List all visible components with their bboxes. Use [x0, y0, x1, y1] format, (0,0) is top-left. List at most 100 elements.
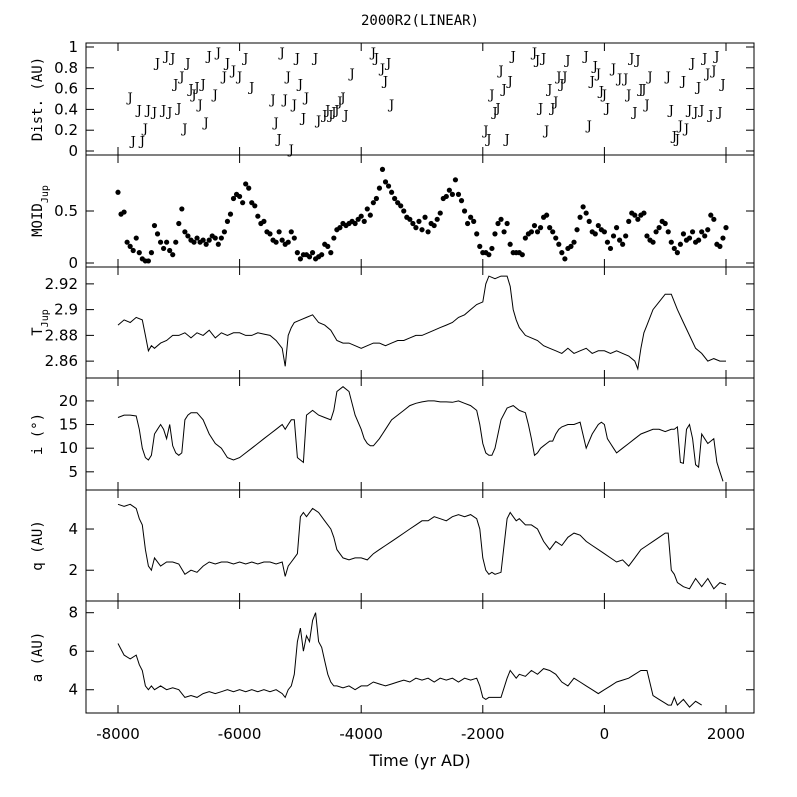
data-point-dist: J	[332, 103, 339, 118]
data-point-dist: J	[387, 98, 394, 113]
ytick-label-dist: 0.4	[54, 100, 78, 118]
ytick-label-moid: 0.5	[54, 202, 78, 220]
series-line-a	[117, 612, 702, 708]
data-point-dist: J	[220, 70, 227, 85]
data-point-moid	[689, 229, 696, 235]
ytick-label-dist: 1	[68, 38, 78, 56]
data-point-moid	[243, 181, 249, 187]
data-point-dist: J	[162, 49, 169, 64]
data-point-moid	[367, 212, 373, 218]
data-point-dist: J	[481, 124, 488, 139]
xtick-label: -2000	[461, 725, 505, 743]
data-point-moid	[617, 237, 623, 243]
data-point-moid	[161, 245, 167, 252]
data-point-dist: J	[235, 70, 242, 85]
data-point-dist: J	[247, 81, 254, 96]
data-point-dist: J	[673, 133, 680, 148]
panel-q: 2 4 q (AU)	[30, 489, 755, 602]
data-point-dist: J	[347, 67, 354, 82]
data-point-dist: J	[533, 53, 540, 68]
data-point-moid	[200, 237, 206, 243]
data-point-moid	[401, 208, 407, 214]
panel-frame-a	[85, 600, 755, 714]
data-point-dist: J	[490, 105, 497, 120]
data-point-moid	[610, 233, 617, 239]
xtick-label: -8000	[96, 725, 140, 743]
data-point-dist: J	[211, 88, 218, 103]
data-point-moid	[556, 241, 562, 247]
panel-frame-tjup	[85, 266, 755, 379]
data-point-dist: J	[314, 114, 321, 129]
data-point-moid	[635, 216, 641, 222]
data-point-moid	[431, 222, 437, 229]
data-point-moid	[720, 235, 726, 241]
data-point-moid	[507, 241, 513, 247]
data-point-dist: J	[509, 49, 516, 64]
data-point-dist: J	[338, 91, 345, 106]
data-point-dist: J	[205, 49, 212, 64]
data-point-moid	[468, 214, 474, 220]
data-point-moid	[319, 252, 325, 258]
data-point-moid	[492, 231, 498, 237]
data-point-dist: J	[323, 103, 330, 118]
data-point-dist: J	[563, 53, 570, 68]
data-point-dist: J	[700, 51, 707, 66]
data-point-dist: J	[144, 103, 151, 118]
data-point-moid	[173, 239, 179, 245]
data-point-dist: J	[551, 95, 558, 110]
y-axis-label-q: q (AU)	[30, 520, 46, 571]
data-point-dist: J	[539, 51, 546, 66]
data-point-moid	[674, 250, 680, 256]
data-point-dist: J	[706, 109, 713, 124]
data-point-dist: J	[180, 122, 187, 137]
panel-frame-q	[85, 489, 755, 602]
data-point-dist: J	[530, 46, 537, 61]
data-point-dist: J	[591, 60, 598, 75]
data-point-dist: J	[639, 83, 646, 98]
data-point-dist: J	[682, 122, 689, 137]
data-point-moid	[288, 229, 294, 235]
data-point-moid	[221, 229, 227, 235]
data-point-moid	[562, 256, 568, 262]
data-point-moid	[595, 222, 601, 229]
y-axis-label-dist: Dist. (AU)	[30, 57, 46, 141]
data-point-dist: J	[582, 49, 589, 64]
data-point-dist: J	[588, 74, 595, 89]
y-axis-label-moid: MOIDJup	[30, 185, 51, 237]
ytick-label-moid: 0	[68, 254, 78, 272]
data-point-moid	[227, 211, 234, 217]
data-point-dist: J	[484, 133, 491, 148]
data-point-moid	[501, 229, 507, 235]
data-point-moid	[224, 218, 231, 224]
data-point-moid	[680, 231, 687, 237]
data-point-dist: J	[159, 103, 166, 118]
data-point-dist: J	[165, 105, 172, 120]
data-point-moid	[632, 212, 638, 218]
data-point-dist: J	[223, 57, 230, 72]
data-point-moid	[425, 229, 431, 235]
data-point-dist: J	[320, 109, 327, 124]
data-point-moid	[571, 239, 577, 245]
ytick-label-inc: 15	[59, 416, 78, 434]
data-point-moid	[550, 229, 556, 235]
data-point-moid	[547, 225, 553, 231]
data-point-moid	[267, 231, 273, 237]
data-point-dist: J	[670, 129, 677, 144]
data-point-dist: J	[202, 116, 209, 131]
data-point-dist: J	[676, 119, 683, 134]
data-point-moid	[446, 187, 452, 193]
data-point-moid	[230, 195, 237, 202]
panel-a: 4 6 8 a (AU)	[30, 600, 755, 714]
data-point-dist: J	[691, 105, 698, 120]
data-point-moid	[373, 195, 379, 202]
data-point-dist: J	[597, 85, 604, 100]
panel-tjup: 2.86 2.88 2.9 2.92 TJup	[30, 266, 755, 379]
data-point-dist: J	[229, 64, 236, 79]
xtick-label: -6000	[218, 725, 262, 743]
data-point-dist: J	[697, 103, 704, 118]
data-point-dist: J	[585, 119, 592, 134]
data-point-moid	[218, 235, 224, 241]
data-point-moid	[443, 193, 449, 200]
data-point-moid	[416, 218, 422, 224]
data-point-moid	[121, 209, 127, 215]
